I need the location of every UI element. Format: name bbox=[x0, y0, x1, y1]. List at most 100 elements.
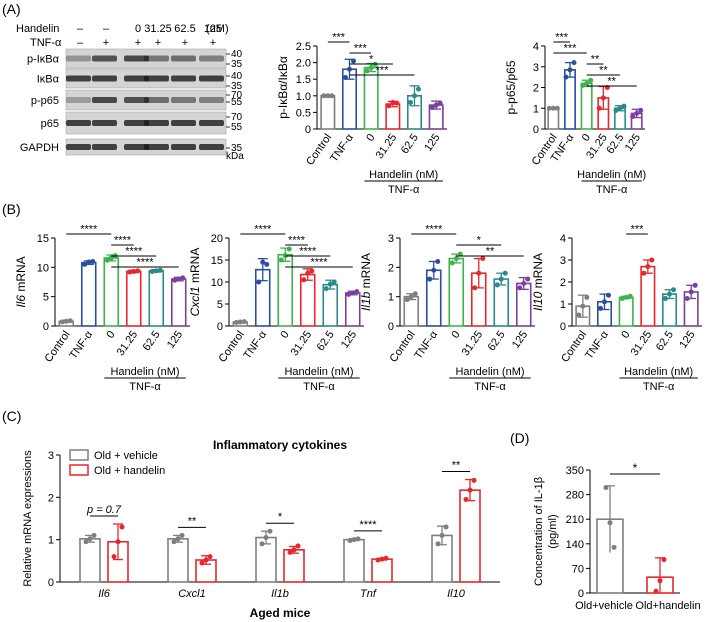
chart-C: 0 1 2 3 Inflammatory cytokines Relative mRNA … bbox=[22, 438, 500, 620]
data-point bbox=[634, 110, 640, 116]
data-point bbox=[351, 537, 357, 543]
y-tick-label: 0 bbox=[43, 321, 49, 333]
data-point bbox=[119, 524, 125, 530]
data-point bbox=[171, 539, 177, 545]
data-point bbox=[256, 279, 262, 285]
x-tick-label: 0 bbox=[364, 132, 377, 144]
data-point bbox=[278, 257, 284, 263]
blot-band bbox=[124, 97, 149, 103]
y-tick-label: 280 bbox=[566, 490, 584, 502]
data-point bbox=[571, 60, 577, 66]
x-tick-label: Il1b bbox=[271, 588, 289, 600]
data-point bbox=[471, 477, 477, 483]
x-tick-label: 62.5 bbox=[486, 329, 508, 353]
tnf-group-label: TNF-α bbox=[303, 381, 335, 393]
marker-label: 40 bbox=[231, 71, 243, 82]
blot-band bbox=[124, 55, 149, 62]
data-point bbox=[623, 294, 629, 300]
data-point bbox=[443, 524, 449, 530]
data-point bbox=[517, 285, 523, 291]
sig-label: *** bbox=[332, 32, 346, 44]
x-tick-label: 31.25 bbox=[460, 329, 486, 358]
x-tick-label: TNF-α bbox=[67, 328, 95, 361]
bar bbox=[580, 82, 593, 130]
y-tick-label: 1 bbox=[388, 292, 394, 304]
blot-band bbox=[66, 144, 91, 150]
blot-band bbox=[144, 55, 169, 62]
y-tick-label: 3 bbox=[48, 450, 54, 462]
marker-label: 55 bbox=[231, 97, 243, 108]
data-point bbox=[437, 100, 443, 106]
y-tick-label: 0 bbox=[48, 577, 54, 589]
data-point bbox=[199, 560, 205, 566]
sig-label: * bbox=[477, 235, 482, 247]
blot-band bbox=[171, 75, 196, 82]
tnf-group-label: TNF-α bbox=[474, 381, 506, 393]
y-tick-label: 0 bbox=[533, 124, 539, 136]
y-tick-label: 2 bbox=[560, 277, 566, 289]
blot-band bbox=[92, 55, 117, 62]
data-point bbox=[621, 103, 627, 109]
y-tick-label: 10 bbox=[211, 277, 223, 289]
data-point bbox=[408, 99, 413, 105]
data-point bbox=[309, 268, 315, 274]
data-point bbox=[241, 319, 247, 325]
data-point bbox=[111, 554, 117, 560]
data-point bbox=[600, 95, 606, 101]
data-point bbox=[602, 299, 607, 305]
data-point bbox=[480, 256, 486, 262]
y-tick-label: 0 bbox=[388, 321, 394, 333]
data-point bbox=[627, 293, 633, 299]
data-point bbox=[354, 289, 360, 295]
sig-label: *** bbox=[376, 65, 390, 77]
marker-label: 55 bbox=[231, 122, 243, 133]
blot-band bbox=[171, 120, 196, 126]
blot-row-label: p-p65 bbox=[31, 95, 59, 107]
handelin-label: Handelin bbox=[16, 23, 59, 35]
sig-label: *** bbox=[631, 224, 645, 236]
blot-band bbox=[92, 144, 117, 150]
x-tick-label: TNF-α bbox=[328, 131, 356, 164]
data-point bbox=[301, 277, 307, 283]
bar bbox=[371, 558, 393, 583]
data-point bbox=[179, 532, 185, 538]
data-point bbox=[588, 77, 594, 83]
data-point bbox=[291, 547, 297, 553]
data-point bbox=[350, 290, 356, 296]
kda-label: kDa bbox=[226, 151, 244, 162]
sig-label: *** bbox=[564, 43, 578, 55]
blot-band bbox=[144, 75, 169, 82]
blot-band bbox=[144, 144, 169, 150]
data-point bbox=[325, 93, 331, 99]
y-axis-label: Cxcl1 mRNA bbox=[188, 248, 202, 317]
data-point bbox=[603, 485, 609, 491]
data-point bbox=[431, 267, 437, 273]
y-axis-unit: (pg/ml) bbox=[547, 514, 559, 548]
blot-band bbox=[124, 120, 149, 126]
data-point bbox=[606, 292, 611, 298]
sig-label: **** bbox=[254, 224, 272, 236]
sig-label: ** bbox=[486, 246, 495, 258]
x-tick-label: Il10 bbox=[447, 588, 466, 600]
data-point bbox=[176, 276, 182, 282]
data-point bbox=[175, 536, 181, 542]
data-point bbox=[546, 105, 552, 111]
tnf-group-label: TNF-α bbox=[129, 381, 161, 393]
handelin-group-label: Handelin (nM) bbox=[624, 366, 693, 378]
handelin-group-label: Handelin (nM) bbox=[284, 366, 353, 378]
data-point bbox=[584, 294, 590, 300]
handelin-dose: 125 bbox=[204, 23, 222, 35]
legend-swatch bbox=[69, 449, 89, 461]
y-tick-label: 0 bbox=[217, 321, 223, 333]
data-point bbox=[346, 291, 352, 297]
x-tick-label: Cxcl1 bbox=[178, 588, 206, 600]
sig-label: p = 0.7 bbox=[86, 504, 122, 516]
y-axis-label: Il1b mRNA bbox=[359, 253, 373, 311]
handelin-group-label: Handelin (nM) bbox=[577, 169, 646, 181]
data-point bbox=[259, 541, 265, 547]
y-tick-label: 210 bbox=[566, 514, 584, 526]
data-point bbox=[472, 285, 478, 291]
